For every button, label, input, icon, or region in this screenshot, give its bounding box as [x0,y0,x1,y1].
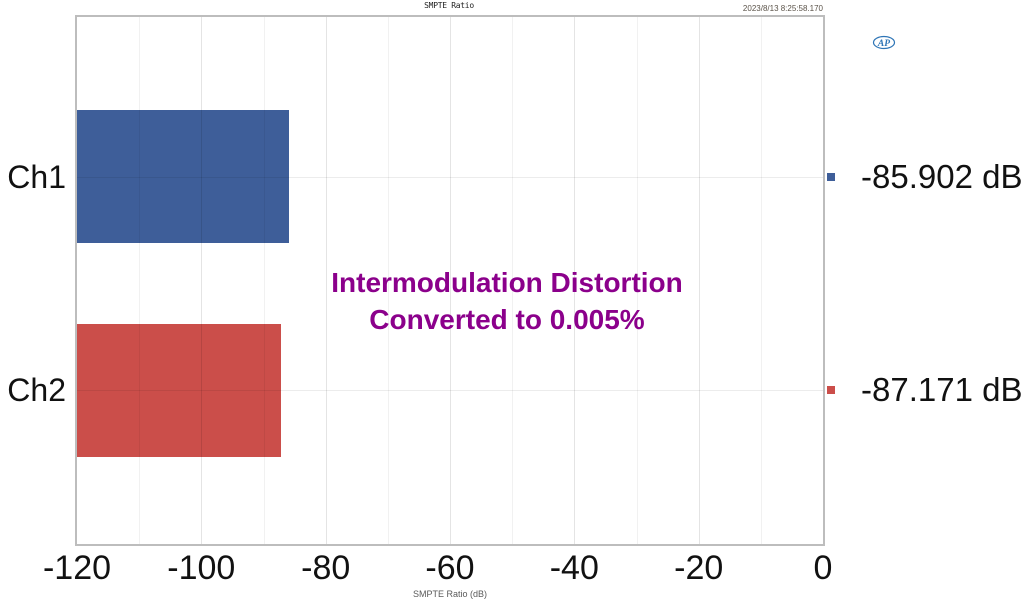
x-tick-label: 0 [813,549,833,587]
gridline-vertical [387,17,389,544]
x-tick-label: -40 [549,549,599,587]
x-axis-label: SMPTE Ratio (dB) [412,589,488,599]
value-label-ch1: -85.902 dB [861,157,1023,195]
gridline-vertical [574,17,576,544]
gridline-vertical [325,17,327,544]
gridline-vertical [636,17,638,544]
gridline-vertical [512,17,514,544]
ap-logo-text: AP [877,39,890,49]
category-label-ch1: Ch1 [7,158,66,195]
series-marker-ch2 [827,386,835,394]
gridline-horizontal [77,390,823,391]
gridline-vertical [760,17,762,544]
ap-logo-icon: AP [872,35,896,50]
gridline-horizontal [77,176,823,178]
bar-ch2 [77,323,282,457]
chart-title: SMPTE Ratio [424,1,474,10]
gridline-vertical [698,17,700,544]
x-tick-label: -120 [42,549,112,587]
category-label-ch2: Ch2 [7,372,66,408]
annotation-line-2: Converted to 0.005% [369,304,645,335]
gridline-vertical [139,17,141,544]
gridline-vertical [450,17,451,544]
x-tick-label: -60 [425,549,475,587]
x-tick-label: -20 [674,549,724,587]
x-tick-label: -80 [301,549,351,587]
annotation: Intermodulation Distortion Converted to … [331,264,683,338]
series-marker-ch1 [827,172,835,181]
gridline-vertical [201,17,203,544]
bar-ch1 [77,110,289,243]
plot-area: AP [75,15,896,546]
gridline-vertical [263,17,265,544]
x-tick-label: -100 [167,549,236,587]
timestamp: 2023/8/13 8:25:58.170 [742,4,823,13]
annotation-line-1: Intermodulation Distortion [331,267,683,298]
value-label-ch2: -87.171 dB [861,371,1023,408]
